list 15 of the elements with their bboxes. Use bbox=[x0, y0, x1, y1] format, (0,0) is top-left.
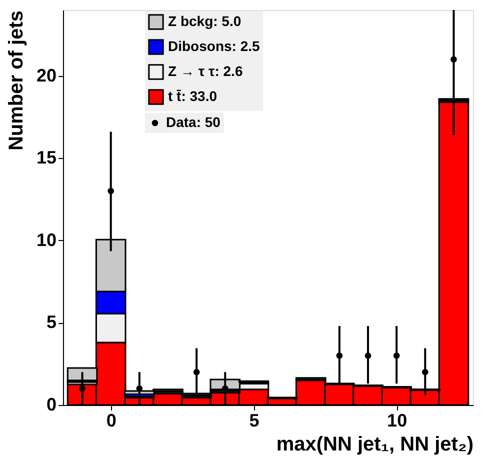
legend-label: Data: 50 bbox=[166, 114, 221, 130]
legend-label: Dibosons: 2.5 bbox=[168, 38, 260, 54]
y-axis-title: Number of jets bbox=[5, 10, 28, 151]
y-tick-label: 15 bbox=[36, 148, 56, 168]
x-tick-label: 0 bbox=[106, 410, 116, 430]
y-tick-label: 5 bbox=[46, 312, 56, 332]
x-tick-label: 5 bbox=[249, 410, 260, 430]
legend-label: t t̄: 33.0 bbox=[168, 88, 218, 104]
x-axis-title: max(NN jet₁, NN jet₂) bbox=[276, 434, 474, 456]
y-tick-label: 20 bbox=[36, 65, 56, 86]
y-tick-label: 10 bbox=[36, 230, 56, 250]
legend-label: Z bckg: 5.0 bbox=[168, 13, 242, 29]
legend-label: Z → τ τ: 2.6 bbox=[168, 63, 243, 79]
y-tick-label: 0 bbox=[46, 394, 56, 414]
x-tick-label: 10 bbox=[387, 410, 408, 430]
